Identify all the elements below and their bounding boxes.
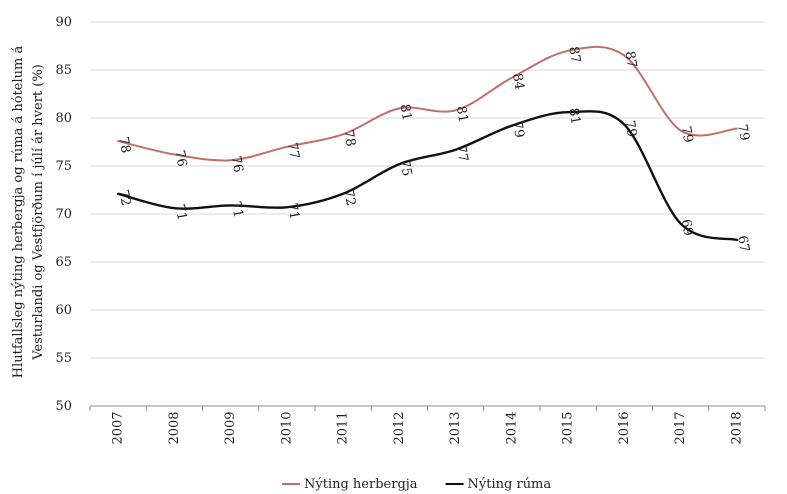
y-tick-75: 75	[55, 159, 72, 174]
data-label: 79	[678, 125, 696, 144]
data-label: 84	[509, 72, 527, 91]
data-label: 71	[228, 200, 246, 219]
y-tick-85: 85	[55, 63, 72, 78]
data-label: 76	[228, 155, 246, 174]
x-tick-2007: 2007	[111, 411, 126, 444]
series-line-ruma	[116, 110, 739, 242]
data-label: 81	[453, 105, 471, 124]
y-tick-55: 55	[55, 351, 72, 366]
gridlines	[90, 21, 765, 359]
data-labels: 78 76 76 77 78 81 81 84 87 87 79 79 72 71 71 71 72 75 77 79…	[115, 45, 751, 253]
x-tick-2017: 2017	[673, 411, 688, 444]
x-tick-2013: 2013	[448, 411, 463, 444]
data-label: 67	[734, 234, 752, 253]
data-label: 81	[397, 103, 415, 122]
data-label: 87	[565, 45, 583, 64]
series-lines	[116, 45, 739, 242]
data-label: 79	[734, 123, 752, 142]
data-label: 78	[115, 136, 133, 155]
x-tick-2010: 2010	[279, 411, 294, 444]
data-label: 77	[453, 144, 471, 163]
y-tick-65: 65	[55, 255, 72, 270]
data-label: 77	[284, 141, 302, 160]
y-axis-label-line1: Hlutfallsleg nýting herbergja og rúma á …	[11, 46, 26, 379]
y-axis-label-line2: Vesturlandi og Vestfjörðum í júlí ár hve…	[31, 64, 46, 361]
series-line-herbergja	[117, 45, 738, 162]
data-label: 81	[565, 107, 583, 126]
x-axis: 2007 2008 2009 2010 2011 2012 2013 2014 2015 2016…	[89, 405, 766, 445]
data-label: 76	[172, 149, 190, 168]
x-tick-2016: 2016	[617, 411, 632, 444]
legend: Nýting herbergja Nýting rúma	[282, 477, 551, 492]
data-label: 71	[172, 203, 190, 222]
x-tick-2015: 2015	[561, 411, 576, 444]
y-tick-90: 90	[55, 15, 72, 30]
data-label: 72	[115, 188, 133, 207]
data-label: 75	[397, 159, 415, 178]
y-tick-80: 80	[55, 111, 72, 126]
data-label: 71	[284, 202, 302, 221]
y-axis: 50 55 60 65 70 75 80 85 90	[55, 15, 72, 414]
x-tick-2008: 2008	[167, 411, 182, 444]
y-tick-50: 50	[55, 399, 72, 414]
legend-label: Nýting rúma	[468, 477, 552, 492]
x-tick-2011: 2011	[336, 411, 351, 444]
data-label: 78	[340, 129, 358, 148]
x-tick-2014: 2014	[504, 411, 519, 444]
data-label: 79	[622, 119, 640, 138]
y-tick-60: 60	[55, 303, 72, 318]
y-tick-70: 70	[55, 207, 72, 222]
data-label: 87	[622, 50, 640, 69]
legend-label: Nýting herbergja	[304, 477, 418, 492]
x-tick-2018: 2018	[729, 411, 744, 444]
data-label: 79	[509, 120, 527, 139]
data-label: 69	[678, 218, 696, 237]
data-label: 72	[340, 188, 358, 207]
x-tick-2012: 2012	[392, 411, 407, 444]
x-tick-2009: 2009	[223, 411, 238, 444]
